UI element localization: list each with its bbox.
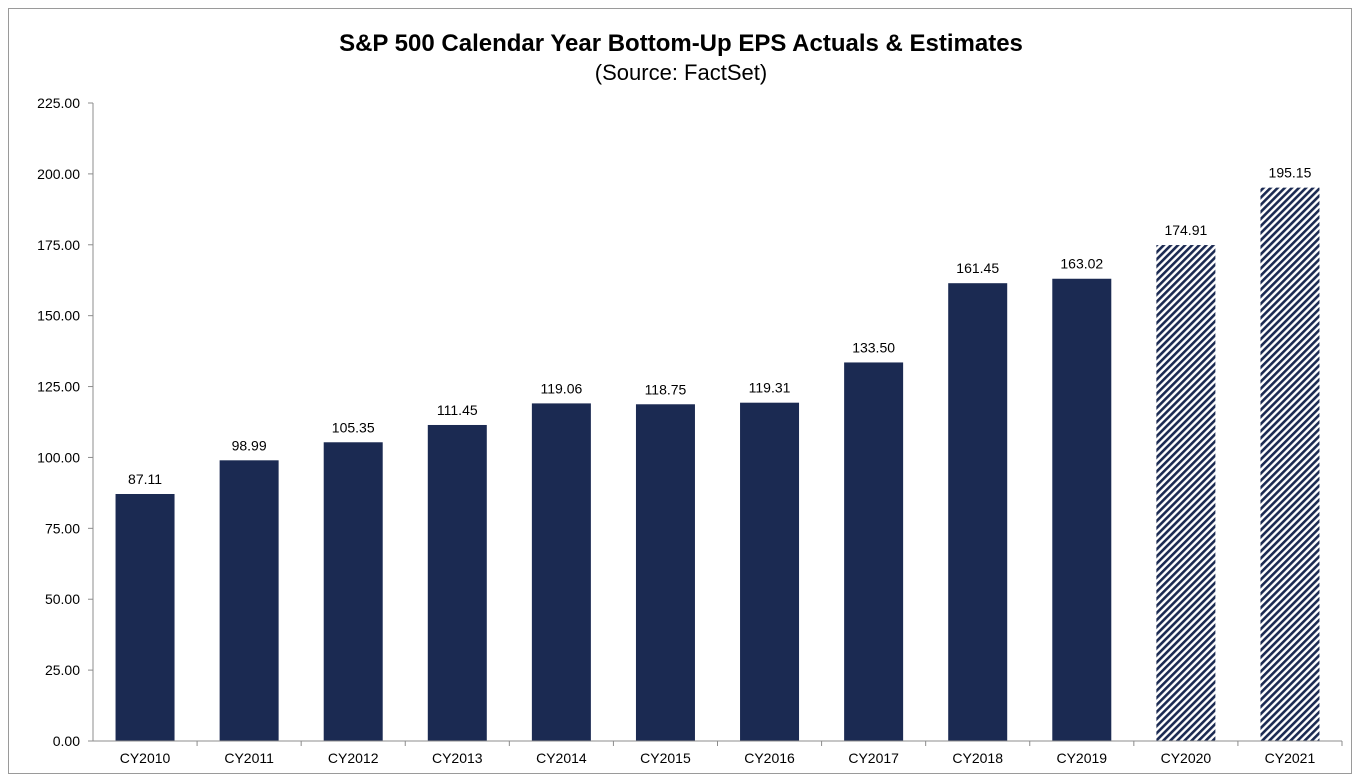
x-tick-label-cy2012: CY2012 bbox=[328, 750, 379, 766]
y-tick-label: 175.00 bbox=[37, 237, 80, 253]
data-label-cy2012: 105.35 bbox=[332, 419, 375, 435]
x-tick-label-cy2015: CY2015 bbox=[640, 750, 691, 766]
bar-estimate-cy2020 bbox=[1156, 245, 1216, 742]
bar-actual-cy2017 bbox=[844, 362, 904, 741]
data-label-cy2021: 195.15 bbox=[1269, 165, 1312, 181]
x-tick-label-cy2011: CY2011 bbox=[224, 750, 274, 766]
x-tick-label-cy2020: CY2020 bbox=[1161, 750, 1212, 766]
chart-title: S&P 500 Calendar Year Bottom-Up EPS Actu… bbox=[339, 30, 1023, 57]
y-tick-label: 75.00 bbox=[45, 520, 80, 536]
bar-actual-cy2018 bbox=[948, 283, 1008, 741]
y-tick-label: 0.00 bbox=[53, 733, 80, 749]
y-tick-label: 50.00 bbox=[45, 591, 80, 607]
bar-actual-cy2010 bbox=[115, 493, 175, 741]
x-tick-label-cy2018: CY2018 bbox=[952, 750, 1003, 766]
bar-actual-cy2014 bbox=[531, 403, 591, 741]
data-label-cy2015: 118.75 bbox=[645, 381, 687, 397]
data-label-cy2011: 98.99 bbox=[232, 437, 267, 453]
data-label-cy2019: 163.02 bbox=[1060, 256, 1103, 272]
data-label-cy2013: 111.45 bbox=[437, 402, 478, 418]
x-tick-label-cy2019: CY2019 bbox=[1056, 750, 1107, 766]
x-axis: CY2010 CY2011 CY2012 CY2013 CY2014 CY2015 CY20… bbox=[93, 740, 1343, 766]
data-label-cy2018: 161.45 bbox=[956, 260, 999, 276]
y-tick-label: 125.00 bbox=[37, 379, 80, 395]
y-tick-label: 25.00 bbox=[45, 662, 80, 678]
x-tick-label-cy2010: CY2010 bbox=[120, 750, 171, 766]
data-label-cy2020: 174.91 bbox=[1164, 222, 1207, 238]
data-label-cy2014: 119.06 bbox=[540, 380, 582, 396]
chart-subtitle: (Source: FactSet) bbox=[594, 60, 768, 85]
bar-actual-cy2016 bbox=[740, 402, 800, 741]
data-label-cy2010: 87.11 bbox=[128, 471, 162, 487]
bar-actual-cy2015 bbox=[635, 404, 695, 741]
data-labels: 87.11 98.99 105.35 111.45 119.06 118.75 119.31… bbox=[128, 165, 1312, 487]
data-label-cy2016: 119.31 bbox=[749, 380, 791, 396]
y-tick-label: 225.00 bbox=[37, 95, 80, 111]
y-tick-label: 100.00 bbox=[37, 449, 80, 465]
x-tick-label-cy2016: CY2016 bbox=[744, 750, 795, 766]
x-tick-label-cy2013: CY2013 bbox=[432, 750, 483, 766]
x-tick-label-cy2014: CY2014 bbox=[536, 750, 587, 766]
x-tick-label-cy2017: CY2017 bbox=[848, 750, 899, 766]
y-axis: 0.00 25.00 50.00 75.00 100.00 125.00 150.00 175… bbox=[37, 95, 94, 749]
data-label-cy2017: 133.50 bbox=[852, 339, 895, 355]
y-tick-label: 200.00 bbox=[37, 166, 80, 182]
bar-actual-cy2013 bbox=[427, 424, 487, 741]
bar-actual-cy2011 bbox=[219, 460, 279, 741]
bar-estimate-cy2021 bbox=[1260, 187, 1320, 741]
x-tick-label-cy2021: CY2021 bbox=[1265, 750, 1316, 766]
bar-actual-cy2019 bbox=[1052, 278, 1112, 741]
y-tick-label: 150.00 bbox=[37, 308, 80, 324]
bars bbox=[115, 187, 1320, 742]
bar-actual-cy2012 bbox=[323, 442, 383, 741]
